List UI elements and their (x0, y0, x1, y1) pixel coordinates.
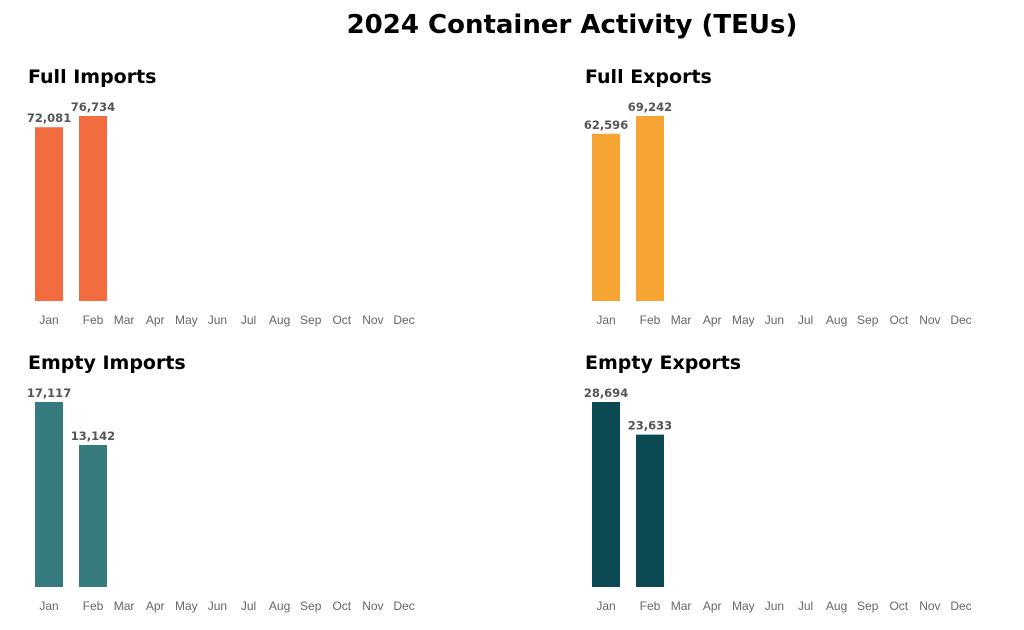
x-tick-label: Sep (300, 599, 322, 613)
x-tick-label: Sep (300, 313, 322, 327)
x-tick-label: Mar (114, 599, 135, 613)
panel-title: Empty Imports (28, 352, 186, 374)
x-tick-label: Feb (83, 599, 104, 613)
x-tick-label: Nov (919, 313, 940, 327)
bar-chart-full-imports: 72,081 Jan 76,734 Feb Mar Apr May Jun Jul Aug Sep O… (27, 100, 415, 327)
x-tick-label: Jan (596, 599, 615, 613)
bar-chart-empty-imports: 17,117 Jan 13,142 Feb Mar Apr May Jun Jul Aug Sep O… (27, 386, 415, 613)
x-tick-label: Oct (332, 599, 351, 613)
x-tick-label: Jul (241, 599, 256, 613)
x-tick-label: Jul (241, 313, 256, 327)
x-tick-label: Mar (671, 313, 692, 327)
bar-jan (592, 133, 620, 301)
panel-empty-imports: Empty Imports 17,117 Jan 13,142 Feb Mar Apr Ma… (27, 352, 448, 624)
bar-jan (35, 402, 63, 587)
bar-feb (636, 434, 664, 587)
bar-feb (79, 444, 107, 587)
x-tick-label: Dec (393, 599, 414, 613)
x-tick-label: Aug (269, 599, 290, 613)
bar-jan (592, 402, 620, 587)
x-tick-label: Jan (39, 313, 58, 327)
x-tick-label: Aug (826, 313, 847, 327)
x-tick-label: Jan (39, 599, 58, 613)
x-tick-label: Jul (798, 599, 813, 613)
data-label-jan: 72,081 (27, 111, 71, 125)
x-tick-label: Feb (640, 313, 661, 327)
panel-full-imports: Full Imports 72,081 Jan 76,734 Feb Mar Apr May… (27, 66, 448, 338)
panel-title: Full Imports (28, 66, 157, 88)
x-tick-label: Nov (919, 599, 940, 613)
x-tick-label: May (175, 313, 198, 327)
x-tick-label: Oct (889, 313, 908, 327)
x-tick-label: Apr (146, 313, 165, 327)
data-label-feb: 76,734 (71, 100, 115, 114)
x-tick-label: Oct (332, 313, 351, 327)
panel-title: Full Exports (585, 66, 712, 88)
x-tick-label: Feb (83, 313, 104, 327)
data-label-feb: 23,633 (628, 419, 672, 433)
bar-chart-full-exports: 62,596 Jan 69,242 Feb Mar Apr May Jun Jul Aug Sep O… (584, 100, 972, 327)
x-tick-label: Oct (889, 599, 908, 613)
data-label-jan: 28,694 (584, 386, 628, 400)
x-tick-label: Mar (671, 599, 692, 613)
x-tick-label: Apr (703, 313, 722, 327)
data-label-feb: 13,142 (71, 429, 115, 443)
x-tick-label: Aug (269, 313, 290, 327)
x-tick-label: Dec (393, 313, 414, 327)
x-tick-label: Dec (950, 313, 971, 327)
x-tick-label: Jun (765, 599, 784, 613)
x-tick-label: Sep (857, 313, 879, 327)
x-tick-label: Nov (362, 313, 383, 327)
bar-feb (636, 116, 664, 301)
x-tick-label: Jan (596, 313, 615, 327)
panel-empty-exports: Empty Exports 28,694 Jan 23,633 Feb Mar Apr Ma… (584, 352, 1005, 624)
panel-title: Empty Exports (585, 352, 742, 374)
x-tick-label: May (732, 599, 755, 613)
x-tick-label: Jun (765, 313, 784, 327)
x-tick-label: Jun (208, 313, 227, 327)
x-tick-label: Sep (857, 599, 879, 613)
x-tick-label: Apr (146, 599, 165, 613)
data-label-jan: 17,117 (27, 386, 71, 400)
chart-title: 2024 Container Activity (TEUs) (346, 10, 798, 40)
x-tick-label: May (175, 599, 198, 613)
bar-feb (79, 116, 107, 301)
x-tick-label: May (732, 313, 755, 327)
bar-chart-empty-exports: 28,694 Jan 23,633 Feb Mar Apr May Jun Jul Aug Sep O… (584, 386, 972, 613)
data-label-jan: 62,596 (584, 118, 628, 132)
x-tick-label: Aug (826, 599, 847, 613)
x-tick-label: Jul (798, 313, 813, 327)
panel-full-exports: Full Exports 62,596 Jan 69,242 Feb Mar Apr May… (584, 66, 1005, 338)
data-label-feb: 69,242 (628, 100, 672, 114)
x-tick-label: Mar (114, 313, 135, 327)
bar-jan (35, 127, 63, 301)
x-tick-label: Feb (640, 599, 661, 613)
x-tick-label: Apr (703, 599, 722, 613)
x-tick-label: Nov (362, 599, 383, 613)
x-tick-label: Jun (208, 599, 227, 613)
x-tick-label: Dec (950, 599, 971, 613)
